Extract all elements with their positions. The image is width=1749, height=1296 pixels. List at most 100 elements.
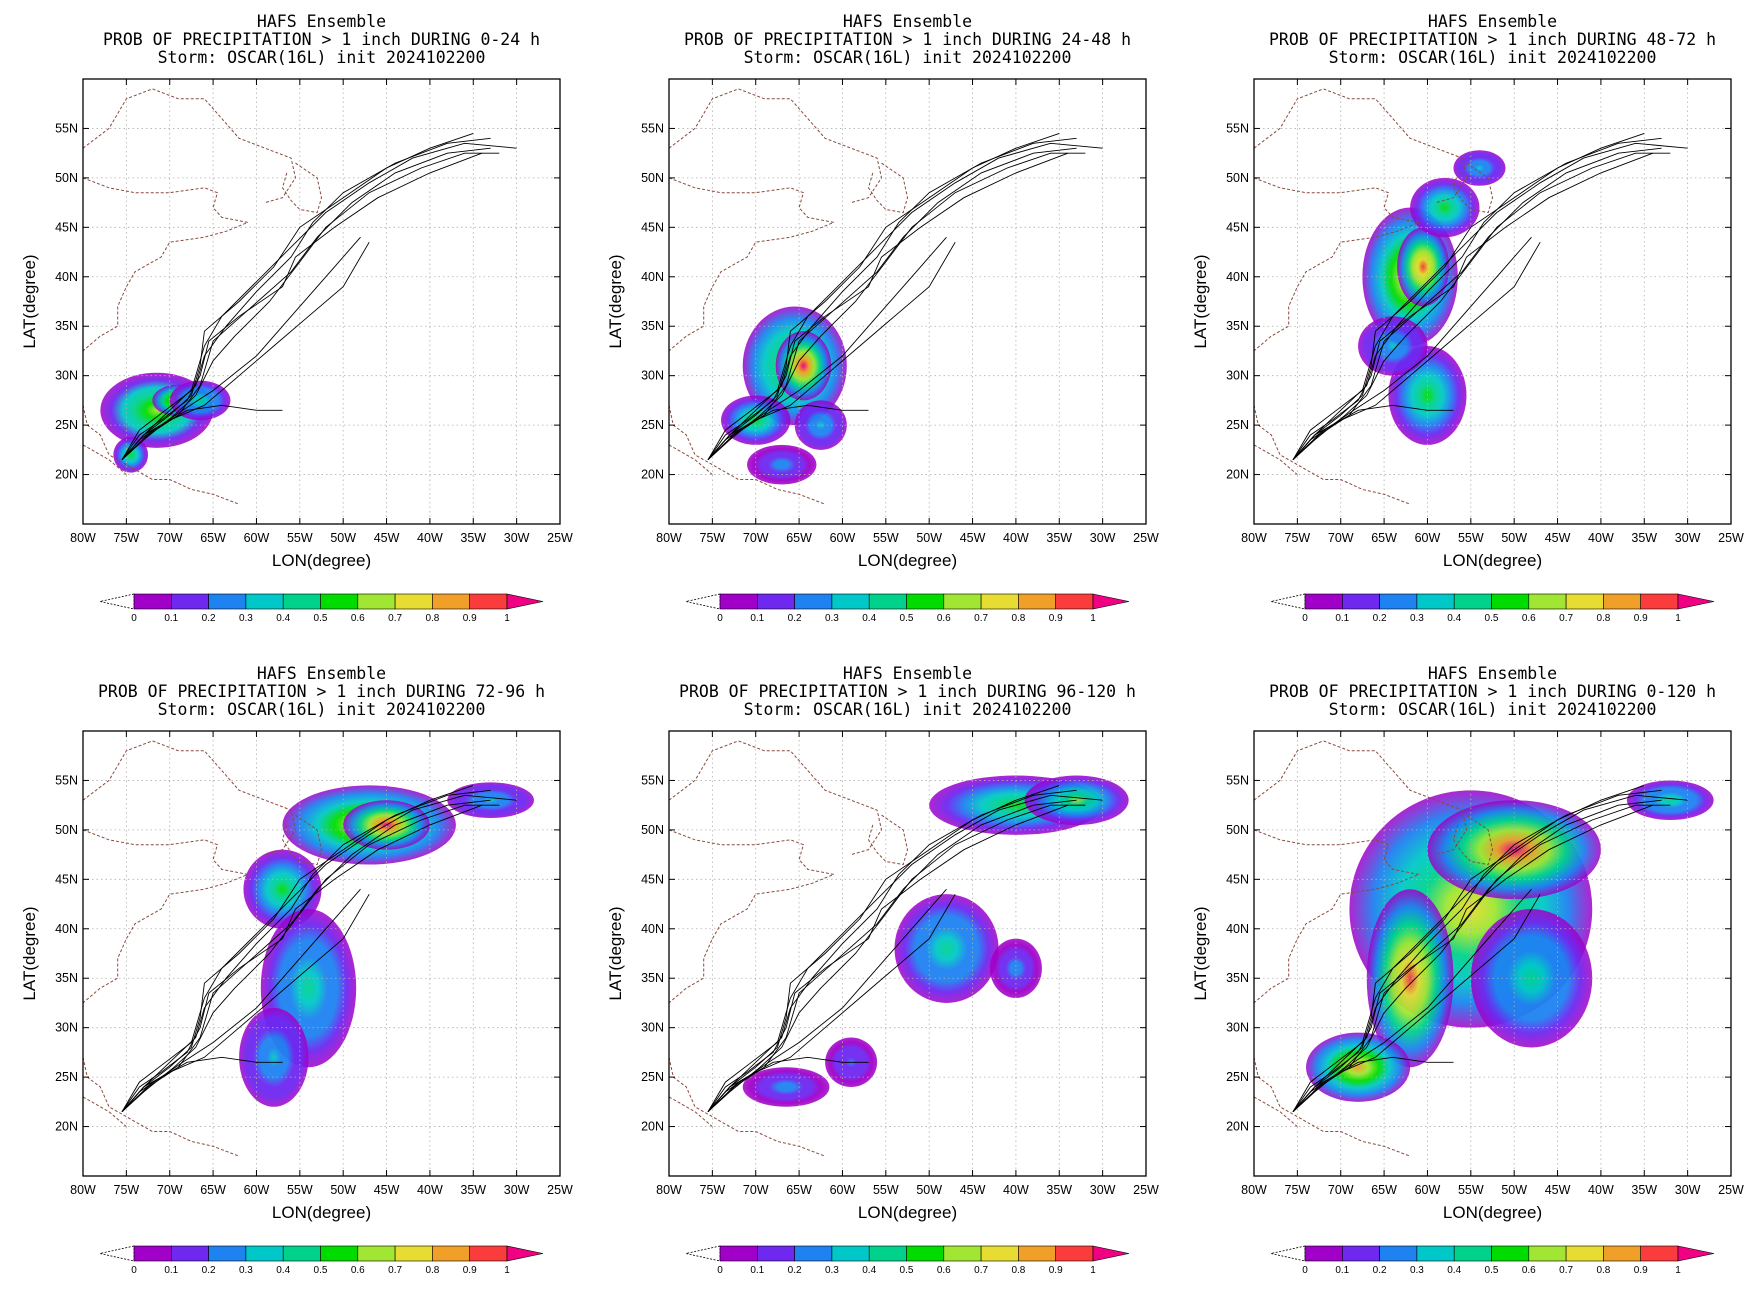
- colorbar-segment: [756, 593, 795, 610]
- x-tick-label: 65W: [1371, 1183, 1397, 1197]
- x-tick-label: 55W: [873, 1183, 899, 1197]
- colorbar-tick-label: 1: [1090, 613, 1096, 624]
- x-tick-label: 75W: [1285, 531, 1311, 545]
- y-tick-label: 45N: [55, 872, 78, 886]
- x-tick-label: 35W: [460, 1183, 486, 1197]
- storm-subtitle: Storm: OSCAR(16L) init 2024102200: [744, 700, 1072, 719]
- model-title: HAFS Ensemble: [1428, 12, 1557, 31]
- y-tick-label: 55N: [55, 121, 78, 135]
- colorbar-tick-label: 0.4: [1447, 1265, 1461, 1276]
- plot-frame: [82, 730, 561, 1177]
- precip-area: [1453, 150, 1506, 186]
- precip-area: [239, 1007, 309, 1107]
- x-tick-label: 55W: [1458, 1183, 1484, 1197]
- colorbar-tick-label: 0.2: [788, 1265, 802, 1276]
- coastline: [669, 405, 826, 505]
- colorbar-segment: [1565, 1245, 1604, 1262]
- ensemble-track: [707, 794, 1103, 1112]
- colorbar-segment: [432, 593, 470, 610]
- colorbar-tick-label: 0.9: [1634, 1265, 1648, 1276]
- y-axis-label: LAT(degree): [606, 906, 625, 1000]
- plot-frame: [1253, 730, 1732, 1177]
- colorbar-segment: [794, 593, 833, 610]
- x-tick-label: 70W: [743, 1183, 769, 1197]
- coastline: [1452, 162, 1494, 214]
- y-tick-label: 45N: [55, 220, 78, 234]
- precip-area: [1626, 780, 1714, 820]
- x-tick-label: 65W: [200, 531, 226, 545]
- colorbar-segment: [1342, 1245, 1380, 1262]
- precip-area: [169, 380, 231, 421]
- colorbar-tick-label: 0.3: [239, 613, 253, 624]
- plot-frame: [82, 78, 561, 525]
- precip-area: [1397, 227, 1450, 307]
- y-tick-label: 40N: [55, 270, 78, 284]
- y-tick-label: 35N: [641, 971, 664, 985]
- colorbar-tick-label: 0.5: [900, 613, 914, 624]
- colorbar-segment: [943, 593, 982, 610]
- ensemble-track: [121, 152, 500, 461]
- colorbar-tick-label: 1: [504, 613, 510, 624]
- precip-area: [989, 938, 1042, 998]
- ensemble-track: [707, 142, 1103, 460]
- y-tick-label: 25N: [641, 418, 664, 432]
- coastline: [1254, 444, 1298, 475]
- colorbar-segment: [831, 593, 870, 610]
- y-axis-label: LAT(degree): [1191, 254, 1210, 348]
- y-tick-label: 40N: [55, 922, 78, 936]
- colorbar-tick-label: 0.5: [1485, 1265, 1499, 1276]
- x-tick-label: 45W: [960, 531, 986, 545]
- colorbar-segment: [133, 1245, 172, 1262]
- x-tick-label: 45W: [1545, 1183, 1571, 1197]
- colorbar-high-extension: [1092, 1245, 1130, 1262]
- x-tick-label: 50W: [330, 1183, 356, 1197]
- ensemble-track: [707, 236, 947, 460]
- colorbar-segment: [245, 1245, 284, 1262]
- colorbar-segment: [282, 593, 321, 610]
- ensemble-track: [707, 888, 947, 1112]
- coastline: [1254, 740, 1468, 856]
- chart-title: PROB OF PRECIPITATION > 1 inch DURING 48…: [1269, 30, 1716, 49]
- colorbar-tick-label: 0.4: [276, 1265, 290, 1276]
- x-tick-label: 70W: [157, 531, 183, 545]
- precip-area: [894, 894, 999, 1003]
- colorbar-segment: [1342, 593, 1380, 610]
- y-tick-label: 20N: [641, 468, 664, 482]
- x-tick-label: 50W: [1501, 1183, 1527, 1197]
- colorbar-tick-label: 0.3: [1410, 1265, 1424, 1276]
- colorbar-tick-label: 0: [131, 613, 137, 624]
- ensemble-track: [121, 132, 474, 460]
- colorbar-high-extension: [506, 1245, 544, 1262]
- coastline: [83, 444, 127, 475]
- colorbar-tick-label: 0.6: [937, 1265, 951, 1276]
- colorbar-segment: [1379, 593, 1418, 610]
- coastline: [1254, 405, 1411, 505]
- ensemble-track: [1292, 888, 1532, 1112]
- storm-subtitle: Storm: OSCAR(16L) init 2024102200: [744, 48, 1072, 67]
- x-tick-label: 75W: [700, 531, 726, 545]
- x-tick-label: 80W: [70, 1183, 96, 1197]
- ensemble-track: [707, 804, 1069, 1112]
- colorbar-segment: [719, 593, 758, 610]
- x-tick-label: 70W: [157, 1183, 183, 1197]
- colorbar-high-extension: [1677, 1245, 1715, 1262]
- colorbar-segment: [208, 593, 247, 610]
- coastline: [83, 1057, 240, 1157]
- x-tick-label: 50W: [916, 531, 942, 545]
- colorbar-segment: [394, 1245, 433, 1262]
- y-tick-label: 25N: [55, 1070, 78, 1084]
- colorbar-tick-label: 0.9: [1049, 1265, 1063, 1276]
- x-tick-label: 40W: [1003, 531, 1029, 545]
- y-tick-label: 50N: [641, 823, 664, 837]
- ensemble-track: [707, 137, 1077, 460]
- colorbar-tick-label: 0.6: [351, 1265, 365, 1276]
- colorbar-low-extension: [685, 1245, 721, 1262]
- ensemble-track: [121, 147, 491, 461]
- colorbar-segment: [1528, 1245, 1567, 1262]
- coastline: [1254, 1096, 1298, 1127]
- x-tick-label: 35W: [1046, 1183, 1072, 1197]
- colorbar-tick-label: 0.7: [974, 1265, 988, 1276]
- coastline: [83, 405, 240, 505]
